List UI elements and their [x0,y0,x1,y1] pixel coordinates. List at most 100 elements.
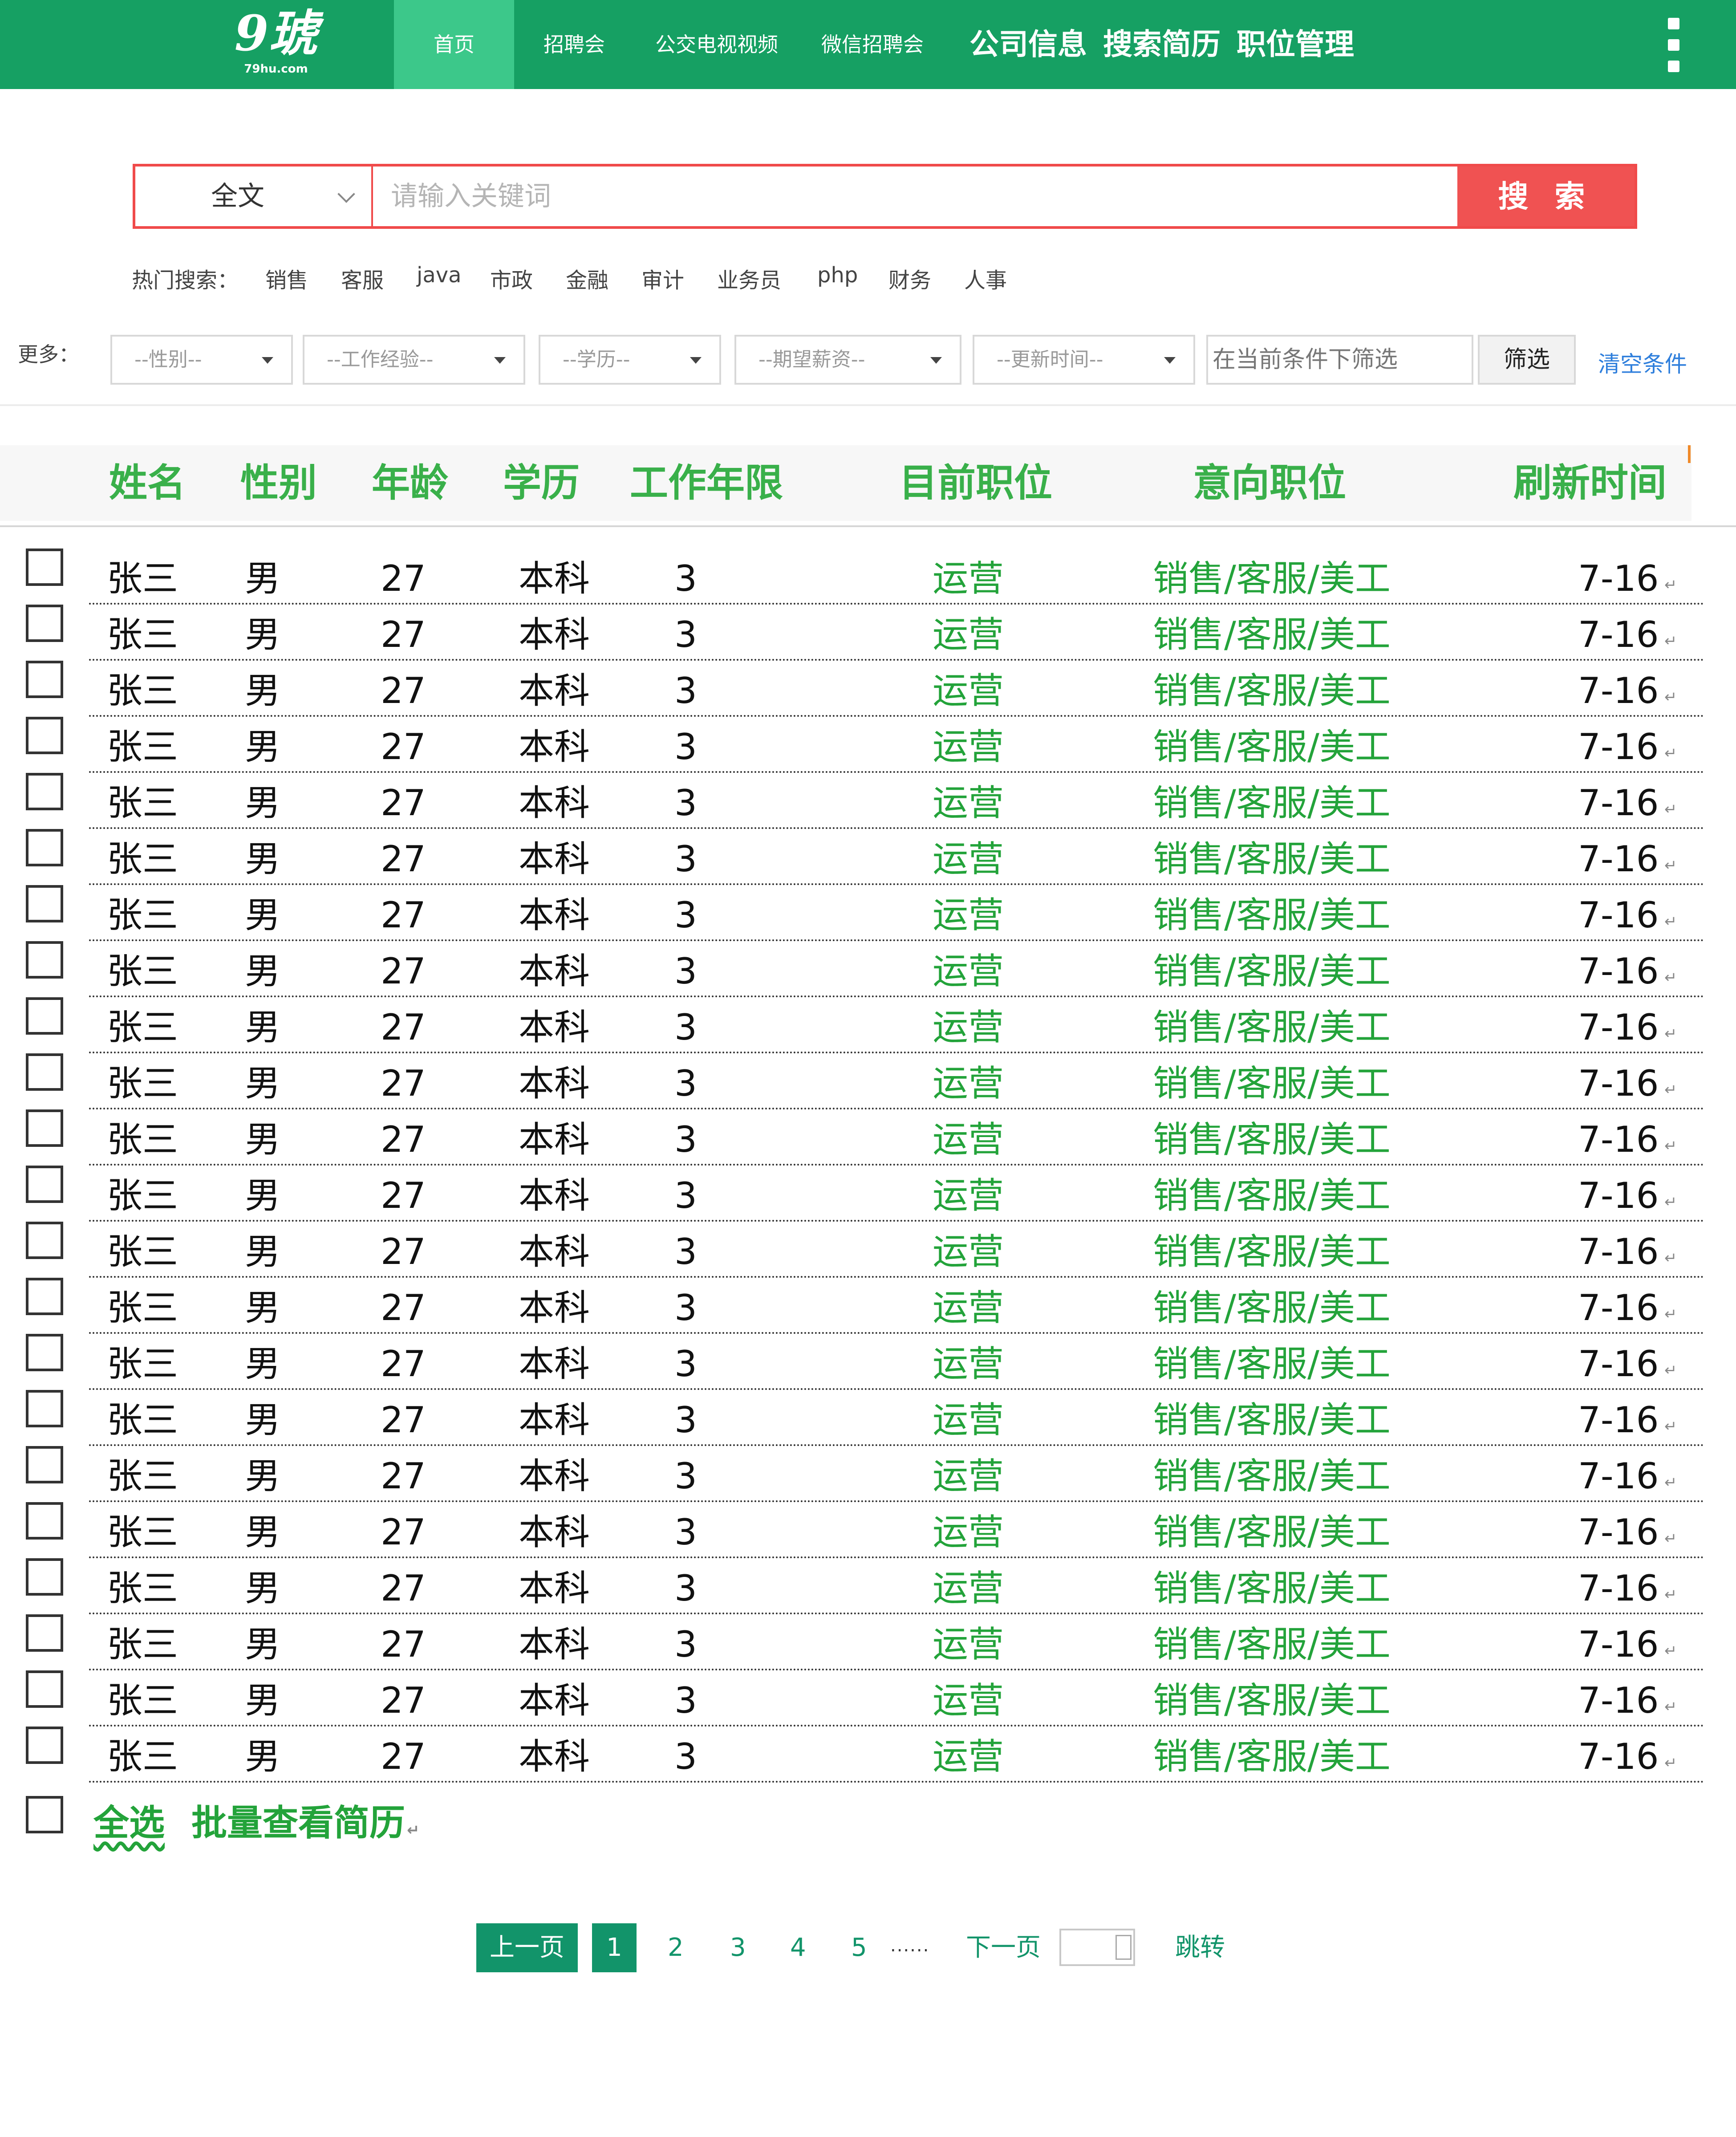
education-select[interactable]: --学历-- [539,335,721,385]
row-checkbox[interactable] [26,605,63,642]
table-row[interactable]: 张三 男 27 本科 3 运营 销售/客服/美工 7-16 ↵ [0,1109,1736,1166]
table-row[interactable]: 张三 男 27 本科 3 运营 销售/客服/美工 7-16 ↵ [0,717,1736,773]
table-row[interactable]: 张三 男 27 本科 3 运营 销售/客服/美工 7-16 ↵ [0,1727,1736,1783]
hot-keyword[interactable]: 审计 [641,268,685,293]
nav-item-home[interactable]: 首页 [394,0,514,89]
row-checkbox[interactable] [26,1222,63,1259]
cell-name[interactable]: 张三 [107,726,178,768]
cell-name[interactable]: 张三 [107,1511,178,1553]
select-all-checkbox[interactable] [26,1796,63,1833]
hot-keyword[interactable]: 客服 [341,268,384,293]
hot-keyword[interactable]: 人事 [964,268,1007,293]
salary-select[interactable]: --期望薪资-- [734,335,961,385]
row-checkbox[interactable] [26,1502,63,1540]
jump-button[interactable]: 跳转 [1175,1933,1225,1962]
row-checkbox[interactable] [26,717,63,754]
nav-item-job-fair[interactable]: 招聘会 [544,33,605,57]
page-link[interactable]: 2 [668,1933,684,1962]
nav-item-company-info[interactable]: 公司信息 [969,27,1087,61]
table-row[interactable]: 张三 男 27 本科 3 运营 销售/客服/美工 7-16 ↵ [0,548,1736,605]
table-row[interactable]: 张三 男 27 本科 3 运营 销售/客服/美工 7-16 ↵ [0,885,1736,941]
column-header-gender[interactable]: 性别 [240,461,317,505]
search-input[interactable] [373,167,1450,226]
nav-item-wechat-job-fair[interactable]: 微信招聘会 [821,33,924,57]
row-checkbox[interactable] [26,1446,63,1483]
row-checkbox[interactable] [26,1558,63,1596]
table-row[interactable]: 张三 男 27 本科 3 运营 销售/客服/美工 7-16 ↵ [0,1670,1736,1727]
spinner-icon[interactable] [1115,1935,1132,1960]
next-page-link[interactable]: 下一页 [966,1933,1041,1962]
hot-keyword[interactable]: 财务 [888,268,932,293]
search-type-select[interactable]: 全文 [135,167,373,226]
cell-name[interactable]: 张三 [107,1119,178,1160]
cell-name[interactable]: 张三 [107,614,178,655]
nav-item-search-resume[interactable]: 搜索简历 [1103,27,1221,61]
page-link[interactable]: 5 [851,1933,867,1962]
cell-name[interactable]: 张三 [107,1175,178,1216]
hot-keyword[interactable]: 金融 [566,268,609,293]
row-checkbox[interactable] [26,1053,63,1091]
more-menu-icon[interactable] [1665,18,1683,72]
page-link[interactable]: 3 [730,1933,746,1962]
row-checkbox[interactable] [26,885,63,922]
row-checkbox[interactable] [26,1670,63,1708]
cell-name[interactable]: 张三 [107,1680,178,1721]
page-link[interactable]: 4 [790,1933,806,1962]
batch-view-resumes-link[interactable]: 批量查看简历 ↵ [191,1794,420,1846]
cell-name[interactable]: 张三 [107,1287,178,1329]
experience-select[interactable]: --工作经验-- [303,335,525,385]
cell-name[interactable]: 张三 [107,1343,178,1385]
search-button[interactable]: 搜 索 [1457,167,1635,226]
cell-name[interactable]: 张三 [107,558,178,599]
nav-item-job-management[interactable]: 职位管理 [1237,27,1354,61]
column-header-age[interactable]: 年龄 [372,461,448,505]
page-number-input[interactable] [1059,1929,1135,1966]
row-checkbox[interactable] [26,1166,63,1203]
cell-name[interactable]: 张三 [107,1455,178,1497]
table-row[interactable]: 张三 男 27 本科 3 运营 销售/客服/美工 7-16 ↵ [0,1390,1736,1446]
cell-name[interactable]: 张三 [107,894,178,936]
table-row[interactable]: 张三 男 27 本科 3 运营 销售/客服/美工 7-16 ↵ [0,1166,1736,1222]
column-header-work-years[interactable]: 工作年限 [630,461,783,505]
column-header-target-position[interactable]: 意向职位 [1193,461,1346,505]
cell-name[interactable]: 张三 [107,1231,178,1272]
site-logo[interactable]: 9琥 79hu.com [223,4,329,85]
filter-button[interactable]: 筛选 [1478,335,1576,385]
hot-keyword[interactable]: 市政 [490,268,533,293]
row-checkbox[interactable] [26,1390,63,1427]
column-header-name[interactable]: 姓名 [109,461,186,505]
table-row[interactable]: 张三 男 27 本科 3 运营 销售/客服/美工 7-16 ↵ [0,1334,1736,1390]
table-row[interactable]: 张三 男 27 本科 3 运营 销售/客服/美工 7-16 ↵ [0,1614,1736,1670]
current-page-button[interactable]: 1 [592,1923,637,1972]
row-checkbox[interactable] [26,1334,63,1371]
cell-name[interactable]: 张三 [107,838,178,880]
table-row[interactable]: 张三 男 27 本科 3 运营 销售/客服/美工 7-16 ↵ [0,829,1736,885]
update-time-select[interactable]: --更新时间-- [973,335,1195,385]
clear-filters-link[interactable]: 清空条件 [1598,351,1687,377]
row-checkbox[interactable] [26,1727,63,1764]
cell-name[interactable]: 张三 [107,951,178,992]
filter-keyword-input[interactable] [1206,335,1473,385]
column-header-education[interactable]: 学历 [503,461,580,505]
table-row[interactable]: 张三 男 27 本科 3 运营 销售/客服/美工 7-16 ↵ [0,1222,1736,1278]
hot-keyword[interactable]: 业务员 [717,268,782,293]
hot-keyword[interactable]: java [417,263,462,288]
cell-name[interactable]: 张三 [107,1624,178,1665]
row-checkbox[interactable] [26,1614,63,1652]
table-row[interactable]: 张三 男 27 本科 3 运营 销售/客服/美工 7-16 ↵ [0,661,1736,717]
prev-page-button[interactable]: 上一页 [476,1923,578,1972]
table-row[interactable]: 张三 男 27 本科 3 运营 销售/客服/美工 7-16 ↵ [0,605,1736,661]
row-checkbox[interactable] [26,1278,63,1315]
cell-name[interactable]: 张三 [107,1063,178,1104]
table-row[interactable]: 张三 男 27 本科 3 运营 销售/客服/美工 7-16 ↵ [0,1558,1736,1614]
cell-name[interactable]: 张三 [107,1568,178,1609]
cell-name[interactable]: 张三 [107,670,178,711]
cell-name[interactable]: 张三 [107,1736,178,1777]
table-row[interactable]: 张三 男 27 本科 3 运营 销售/客服/美工 7-16 ↵ [0,941,1736,997]
row-checkbox[interactable] [26,997,63,1035]
row-checkbox[interactable] [26,773,63,810]
nav-item-bus-tv-video[interactable]: 公交电视视频 [655,33,778,57]
row-checkbox[interactable] [26,829,63,866]
row-checkbox[interactable] [26,941,63,979]
cell-name[interactable]: 张三 [107,1399,178,1441]
